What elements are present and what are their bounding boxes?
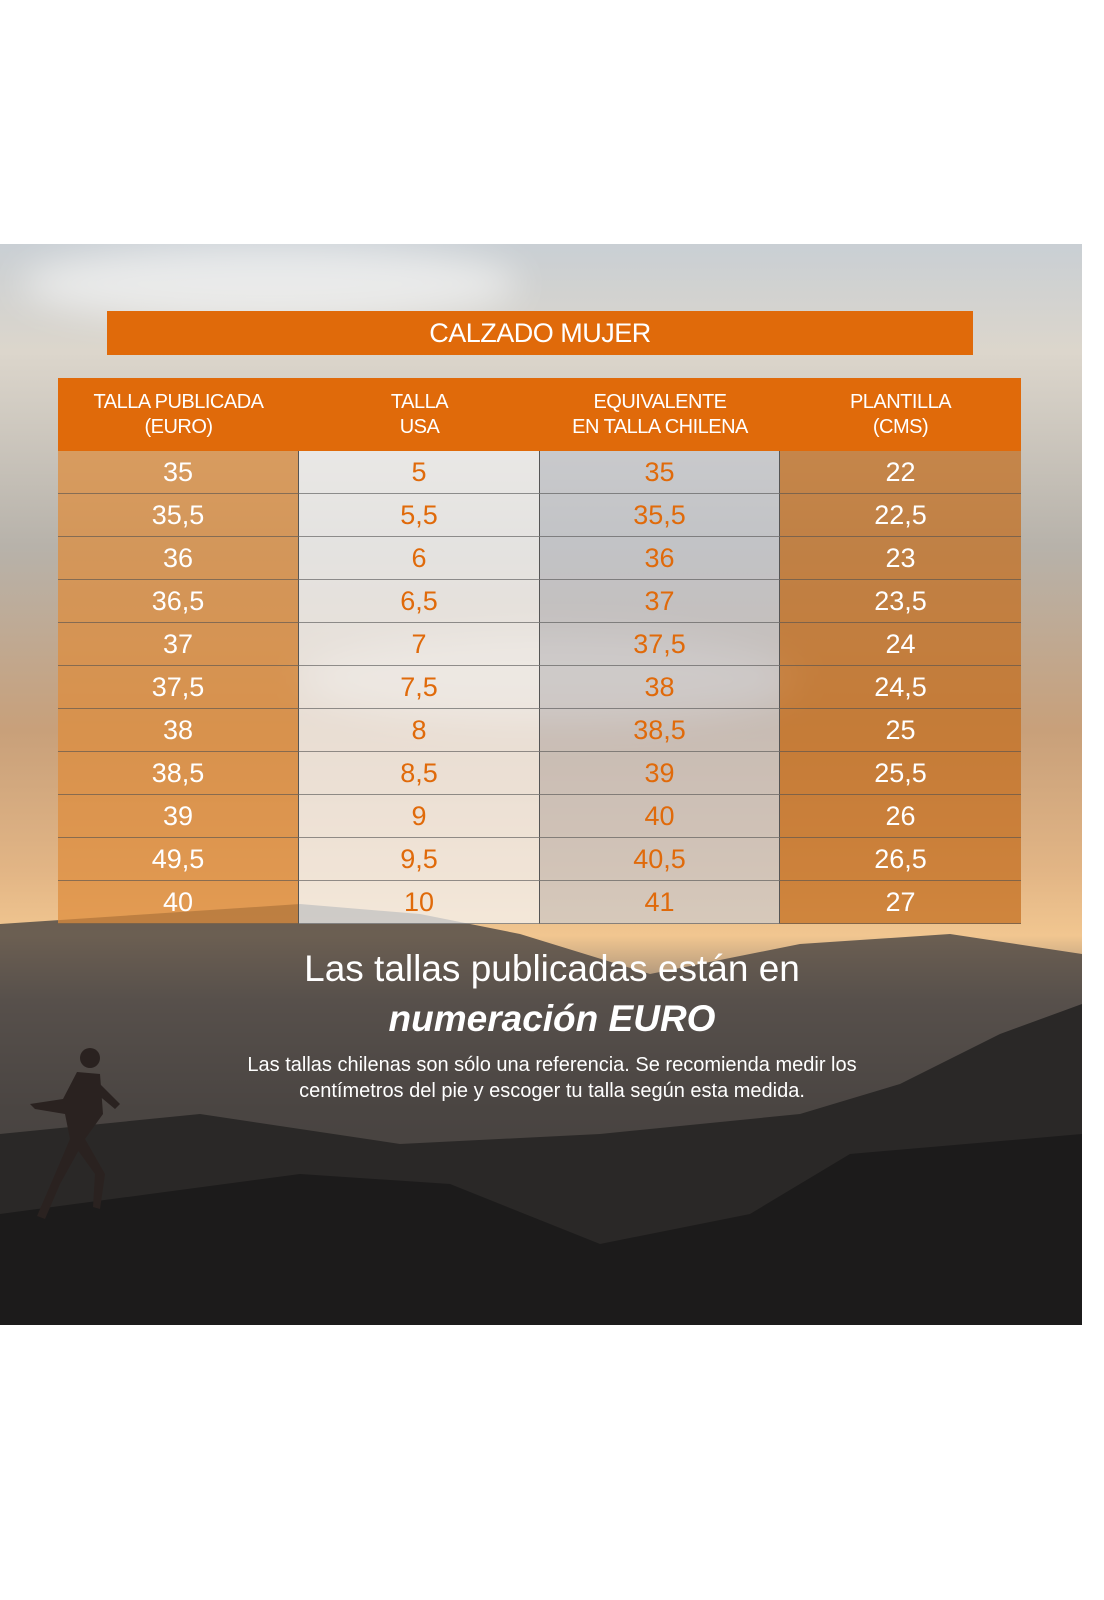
table-row: 35,5 5,5 35,5 22,5	[58, 494, 1021, 537]
cell-cms: 26	[780, 795, 1021, 838]
table-row: 38,5 8,5 39 25,5	[58, 752, 1021, 795]
note: Las tallas chilenas son sólo una referen…	[0, 1052, 1082, 1104]
cell-cms: 24,5	[780, 666, 1021, 709]
cell-euro: 36,5	[58, 580, 299, 623]
cell-chile: 40	[540, 795, 780, 838]
header-euro: TALLA PUBLICADA (EURO)	[58, 378, 299, 451]
cell-chile: 35	[540, 451, 780, 494]
cell-chile: 36	[540, 537, 780, 580]
table-row: 36,5 6,5 37 23,5	[58, 580, 1021, 623]
cell-chile: 40,5	[540, 838, 780, 881]
table-row: 49,5 9,5 40,5 26,5	[58, 838, 1021, 881]
cell-chile: 41	[540, 881, 780, 924]
cell-euro: 37	[58, 623, 299, 666]
table-title: CALZADO MUJER	[107, 311, 973, 355]
header-chile: EQUIVALENTE EN TALLA CHILENA	[540, 378, 780, 451]
header-line: PLANTILLA	[849, 390, 952, 413]
table-row: 40 10 41 27	[58, 881, 1021, 924]
cell-euro: 39	[58, 795, 299, 838]
cell-euro: 36	[58, 537, 299, 580]
cell-usa: 6	[299, 537, 540, 580]
header-line: EQUIVALENTE	[593, 390, 727, 413]
cell-euro: 37,5	[58, 666, 299, 709]
cell-euro: 40	[58, 881, 299, 924]
cell-euro: 38,5	[58, 752, 299, 795]
table-row: 38 8 38,5 25	[58, 709, 1021, 752]
cell-euro: 35,5	[58, 494, 299, 537]
cell-cms: 26,5	[780, 838, 1021, 881]
cell-chile: 39	[540, 752, 780, 795]
note-line: Las tallas chilenas son sólo una referen…	[247, 1054, 857, 1076]
header-line: TALLA PUBLICADA	[93, 390, 264, 413]
cell-chile: 37	[540, 580, 780, 623]
cell-usa: 5,5	[299, 494, 540, 537]
header-cms: PLANTILLA (CMS)	[780, 378, 1021, 451]
cell-usa: 8,5	[299, 752, 540, 795]
cell-cms: 24	[780, 623, 1021, 666]
table-row: 36 6 36 23	[58, 537, 1021, 580]
table-row: 35 5 35 22	[58, 451, 1021, 494]
cell-usa: 9,5	[299, 838, 540, 881]
cell-euro: 49,5	[58, 838, 299, 881]
cell-cms: 25	[780, 709, 1021, 752]
table-body: 35 5 35 22 35,5 5,5 35,5 22,5 36 6 36 23 36,5 6,5 37 23…	[58, 451, 1021, 924]
cell-chile: 37,5	[540, 623, 780, 666]
cell-chile: 38,5	[540, 709, 780, 752]
cell-cms: 23	[780, 537, 1021, 580]
runner-silhouette	[30, 1048, 120, 1219]
note-line: centímetros del pie y escoger tu talla s…	[299, 1080, 805, 1102]
cell-cms: 22	[780, 451, 1021, 494]
cell-cms: 22,5	[780, 494, 1021, 537]
table-row: 37 7 37,5 24	[58, 623, 1021, 666]
cell-usa: 6,5	[299, 580, 540, 623]
table-header: TALLA PUBLICADA (EURO) TALLA USA EQUIVALEN…	[58, 378, 1021, 451]
cell-usa: 9	[299, 795, 540, 838]
header-line: (EURO)	[144, 415, 213, 438]
header-line: (CMS)	[872, 415, 929, 438]
cell-usa: 7,5	[299, 666, 540, 709]
headline-emphasis: numeración EURO	[388, 998, 716, 1039]
size-chart-poster: CALZADO MUJER TALLA PUBLICADA (EURO) TALL…	[0, 244, 1082, 1325]
cell-usa: 7	[299, 623, 540, 666]
mountain-silhouette	[0, 904, 1082, 1325]
cloud	[20, 244, 520, 324]
cell-euro: 38	[58, 709, 299, 752]
cell-usa: 5	[299, 451, 540, 494]
header-usa: TALLA USA	[299, 378, 540, 451]
cell-chile: 38	[540, 666, 780, 709]
cell-usa: 8	[299, 709, 540, 752]
table-row: 37,5 7,5 38 24,5	[58, 666, 1021, 709]
cell-usa: 10	[299, 881, 540, 924]
cell-cms: 23,5	[780, 580, 1021, 623]
header-line: TALLA	[390, 390, 449, 413]
table-row: 39 9 40 26	[58, 795, 1021, 838]
cell-euro: 35	[58, 451, 299, 494]
cell-cms: 27	[780, 881, 1021, 924]
cell-cms: 25,5	[780, 752, 1021, 795]
header-line: USA	[399, 415, 440, 438]
size-table: TALLA PUBLICADA (EURO) TALLA USA EQUIVALEN…	[58, 378, 1021, 924]
cell-chile: 35,5	[540, 494, 780, 537]
headline: Las tallas publicadas están en	[304, 948, 800, 989]
header-line: EN TALLA CHILENA	[572, 415, 748, 438]
